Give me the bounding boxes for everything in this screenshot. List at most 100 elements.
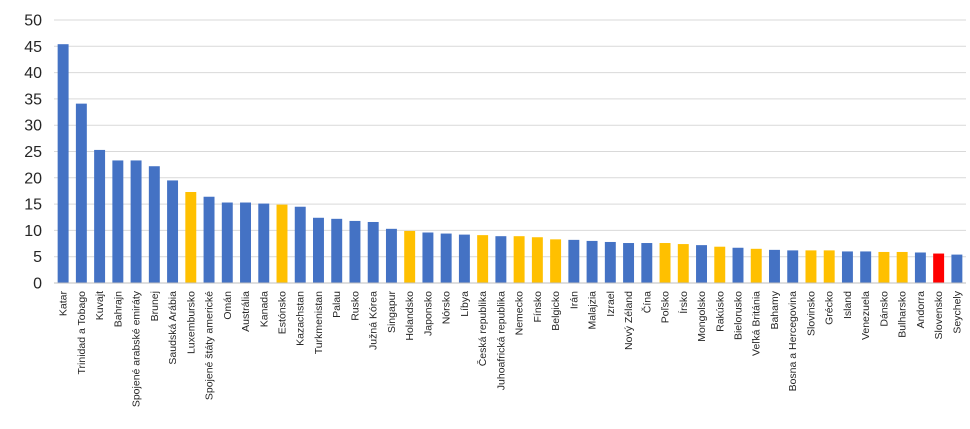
bar bbox=[714, 246, 726, 283]
x-tick-label: Malajzia bbox=[587, 291, 599, 330]
bar bbox=[458, 234, 470, 283]
bar bbox=[313, 217, 324, 283]
bars bbox=[57, 44, 963, 283]
x-tick-label: Island bbox=[842, 291, 854, 319]
y-axis-ticks: 0 5 10 15 20 25 30 35 40 45 50 bbox=[24, 13, 42, 293]
bar bbox=[276, 204, 288, 283]
x-tick-label: Juhoafrická republika bbox=[495, 291, 507, 390]
x-tick-label: Fínsko bbox=[532, 291, 544, 323]
y-tick-label: 5 bbox=[33, 249, 42, 266]
bar bbox=[240, 202, 251, 283]
y-tick-label: 45 bbox=[24, 39, 42, 56]
bar bbox=[805, 250, 817, 283]
x-tick-label: Seychely bbox=[951, 290, 963, 333]
bar bbox=[641, 243, 653, 283]
x-tick-label: Japonsko bbox=[422, 291, 434, 336]
bar bbox=[531, 237, 543, 283]
x-tick-label: Luxembursko bbox=[185, 291, 197, 354]
y-tick-label: 30 bbox=[24, 118, 42, 135]
x-tick-label: Rusko bbox=[349, 291, 361, 321]
x-tick-label: Katar bbox=[58, 291, 70, 317]
x-tick-label: Čína bbox=[640, 291, 653, 313]
bar bbox=[659, 243, 671, 283]
bar bbox=[57, 44, 69, 283]
y-tick-label: 15 bbox=[24, 197, 42, 214]
x-tick-label: Grécko bbox=[824, 291, 836, 325]
y-tick-label: 20 bbox=[24, 170, 42, 187]
bar bbox=[75, 103, 87, 283]
x-tick-label: Líbya bbox=[459, 291, 471, 317]
bar bbox=[477, 235, 489, 283]
x-tick-label: Dánsko bbox=[878, 291, 890, 327]
x-tick-label: Bahrajn bbox=[112, 291, 124, 327]
bar bbox=[440, 233, 452, 283]
x-tick-label: Palau bbox=[331, 291, 343, 318]
bar bbox=[367, 221, 379, 283]
x-tick-label: Andorra bbox=[915, 291, 927, 329]
x-tick-label: Bosna a Hercegovina bbox=[787, 291, 799, 392]
bar bbox=[185, 192, 197, 283]
y-tick-label: 50 bbox=[24, 13, 42, 30]
x-tick-label: Nórsko bbox=[441, 291, 453, 324]
x-tick-label: Spojené štáty americké bbox=[204, 291, 216, 400]
bar bbox=[331, 218, 343, 283]
x-tick-label: Irán bbox=[568, 291, 580, 309]
bar bbox=[258, 203, 270, 283]
bar bbox=[422, 232, 434, 283]
x-tick-label: Estónsko bbox=[277, 291, 289, 334]
y-tick-label: 40 bbox=[24, 65, 42, 82]
bar bbox=[933, 253, 945, 283]
x-tick-label: Saudská Arábia bbox=[167, 291, 179, 365]
bar bbox=[550, 239, 562, 283]
bar bbox=[167, 180, 179, 283]
x-tick-label: Južná Kórea bbox=[368, 291, 380, 350]
bar bbox=[203, 196, 215, 283]
y-tick-label: 0 bbox=[33, 276, 42, 293]
x-tick-label: Brunej bbox=[149, 291, 161, 321]
bar bbox=[130, 160, 142, 283]
x-tick-label: Belgicko bbox=[550, 291, 562, 331]
x-tick-label: Kanada bbox=[258, 291, 270, 327]
x-tick-label: Bulharsko bbox=[897, 291, 909, 338]
bar bbox=[112, 160, 124, 283]
bar bbox=[841, 251, 853, 283]
x-tick-label: Veľká Británia bbox=[751, 291, 763, 356]
x-tick-label: Írsko bbox=[677, 291, 690, 314]
x-tick-label: Česká republika bbox=[476, 291, 489, 366]
x-tick-label: Spojené arabské emiráty bbox=[131, 290, 143, 407]
bar bbox=[914, 252, 926, 283]
x-tick-label: Turkmenistan bbox=[313, 291, 325, 354]
bar bbox=[677, 244, 689, 283]
bar bbox=[513, 236, 525, 283]
y-tick-label: 10 bbox=[24, 223, 42, 240]
bar bbox=[750, 248, 762, 283]
x-tick-label: Omán bbox=[222, 291, 234, 320]
bar bbox=[623, 243, 635, 283]
x-tick-label: Trinidad a Tobago bbox=[76, 291, 88, 375]
x-tick-label: Kazachstan bbox=[295, 291, 307, 346]
x-tick-label: Mongolsko bbox=[696, 291, 708, 342]
bar bbox=[769, 249, 780, 283]
bar bbox=[732, 247, 744, 283]
bar bbox=[349, 220, 361, 283]
x-tick-label: Rakúsko bbox=[714, 291, 726, 332]
x-tick-label: Izrael bbox=[605, 291, 617, 317]
bar bbox=[878, 251, 890, 283]
bar bbox=[860, 251, 872, 283]
x-tick-label: Bahamy bbox=[769, 290, 781, 329]
x-tick-label: Nový Zéland bbox=[623, 291, 635, 350]
x-axis-ticks: Katar Trinidad a Tobago Kuvajt Bahrajn Spoje… bbox=[58, 290, 964, 407]
x-tick-label: Kuvajt bbox=[94, 291, 106, 320]
x-tick-label: Holandsko bbox=[404, 291, 416, 341]
x-tick-label: Nemecko bbox=[514, 291, 526, 336]
bar bbox=[696, 245, 707, 283]
bar bbox=[148, 166, 160, 283]
x-tick-label: Slovensko bbox=[933, 291, 945, 340]
bar bbox=[294, 206, 306, 283]
bar bbox=[586, 240, 598, 283]
bar bbox=[951, 254, 963, 283]
x-tick-label: Singapur bbox=[386, 290, 398, 333]
x-tick-label: Bielorusko bbox=[733, 291, 745, 340]
y-tick-label: 35 bbox=[24, 91, 42, 108]
